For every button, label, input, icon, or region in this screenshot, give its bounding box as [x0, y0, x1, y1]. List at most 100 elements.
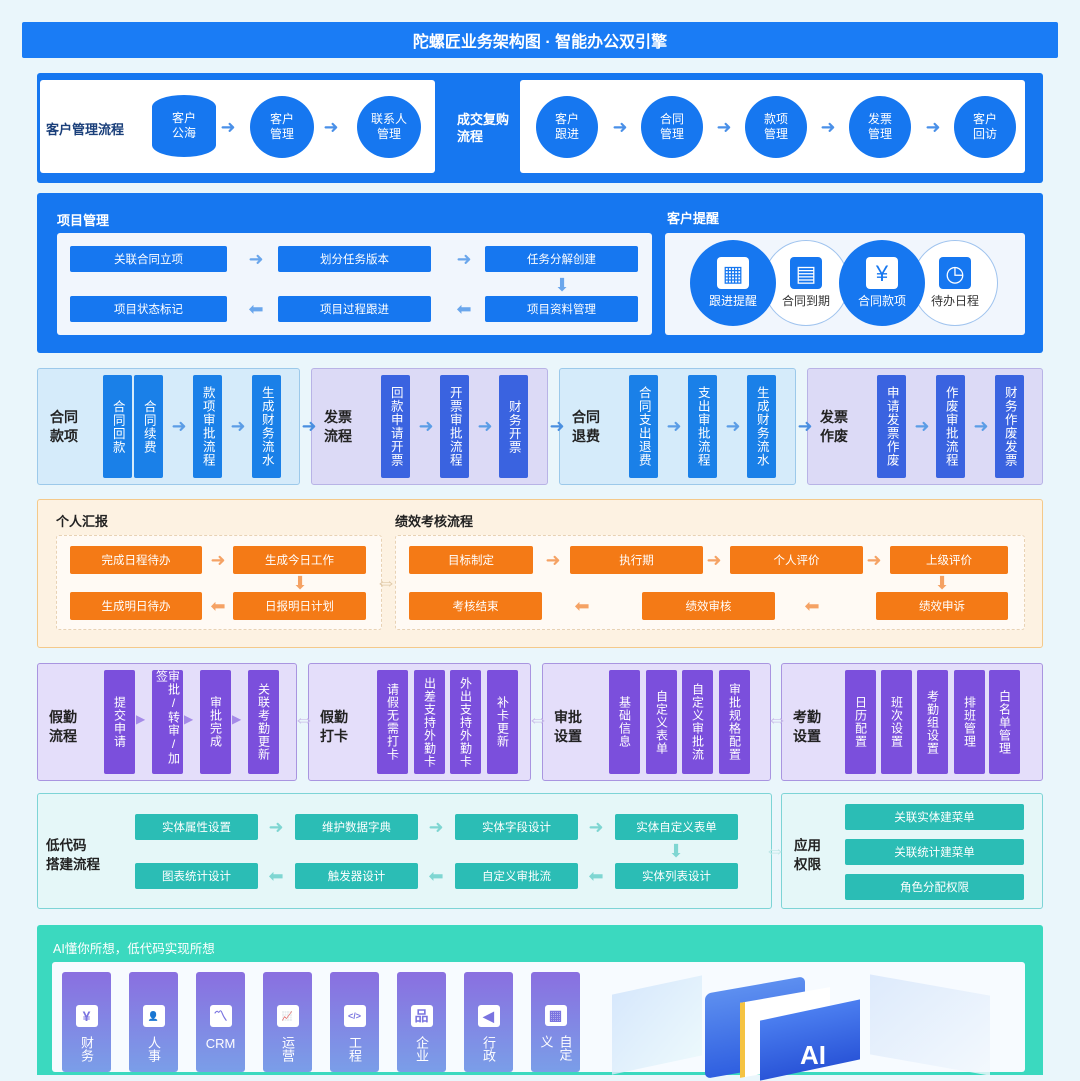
yen-icon: ¥ — [866, 257, 898, 289]
arrow-icon: ➜ — [210, 550, 226, 570]
arrow-icon: ➜ — [666, 416, 682, 436]
arrow-icon: ➜ — [725, 416, 741, 436]
report-step: 完成日程待办 — [70, 546, 202, 574]
finance-step: 财务作废发票 — [995, 375, 1024, 478]
permission-item: 角色分配权限 — [845, 874, 1024, 900]
attendance-step: 审批/转审/加签 — [152, 670, 183, 774]
arrow-icon: ➜ — [820, 117, 836, 137]
arrow-icon: ⬇ — [668, 841, 684, 861]
lowcode-section — [37, 793, 772, 909]
arrow-icon: ➜ — [248, 249, 264, 269]
ai-illustration-text: AI — [800, 1040, 826, 1070]
arrow-icon: ➜ — [268, 817, 284, 837]
arrow-icon: ➜ — [230, 416, 246, 436]
customer-flow-step: 客户 管理 — [250, 96, 314, 158]
arrow-icon: ➜ — [973, 416, 989, 436]
attendance-group-label: 审批 设置 — [554, 709, 582, 744]
bidirectional-arrow-icon: ⇔ — [375, 569, 397, 594]
attendance-step: 审批完成 — [200, 670, 231, 774]
finance-group-label: 合同 退费 — [572, 409, 600, 444]
arrow-icon: ⬅ — [428, 866, 444, 886]
presentation-icon: 📈 — [276, 1005, 299, 1027]
reminder-item-label: 合同款项 — [857, 294, 906, 308]
finance-group-label: 发票 流程 — [324, 409, 352, 444]
ai-app-tile[interactable]: 📈 运营 — [263, 972, 312, 1072]
attendance-group-label: 假勤 流程 — [49, 709, 77, 744]
ai-app-tile[interactable]: ▦ 自定义 — [531, 972, 580, 1072]
arrow-icon: ➜ — [612, 117, 628, 137]
performance-label: 绩效考核流程 — [395, 514, 474, 529]
reminder-item-label: 合同到期 — [781, 294, 830, 308]
ai-app-label: 工程 — [347, 1036, 362, 1062]
attendance-step: 审批规格配置 — [719, 670, 750, 774]
attendance-step: 班次设置 — [881, 670, 912, 774]
arrow-icon: ⬅ — [804, 596, 820, 616]
performance-step: 上级评价 — [890, 546, 1008, 574]
bidirectional-arrow-icon: ⇔ — [764, 837, 786, 862]
ai-app-label: 人事 — [146, 1036, 161, 1062]
document-icon: ▤ — [790, 257, 822, 289]
code-monitor-icon: </> — [343, 1005, 366, 1027]
deal-flow-step: 发票 管理 — [849, 96, 911, 158]
report-label: 个人汇报 — [56, 514, 109, 529]
project-step: 项目资料管理 — [485, 296, 638, 322]
arrow-icon: ➜ — [428, 817, 444, 837]
ai-app-tile[interactable]: ¥ 财务 — [62, 972, 111, 1072]
permissions-label: 应用 权限 — [794, 838, 821, 872]
lowcode-step: 实体自定义表单 — [615, 814, 738, 840]
org-chart-icon: 品 — [410, 1005, 433, 1027]
project-step: 项目过程跟进 — [278, 296, 431, 322]
finance-step: 生成财务流水 — [747, 375, 776, 478]
deal-flow-step: 客户 跟进 — [536, 96, 598, 158]
attendance-step: 出差支持外勤卡 — [414, 670, 445, 774]
attendance-step: 提交申请 — [104, 670, 135, 774]
performance-step: 绩效审核 — [642, 592, 775, 620]
ai-app-tile[interactable]: 👤 人事 — [129, 972, 178, 1072]
arrow-icon: ⬅ — [588, 866, 604, 886]
lowcode-step: 图表统计设计 — [135, 863, 258, 889]
arrow-icon: ➜ — [456, 249, 472, 269]
report-step: 生成明日待办 — [70, 592, 202, 620]
attendance-group-label: 考勤 设置 — [793, 709, 821, 744]
ai-app-label: 自定义 — [538, 1034, 573, 1061]
finance-step: 款项审批流程 — [193, 375, 222, 478]
attendance-step: 请假无需打卡 — [377, 670, 408, 774]
attendance-step: 排班管理 — [954, 670, 985, 774]
attendance-step: 补卡更新 — [487, 670, 518, 774]
chevron-right-icon: ▶ — [136, 712, 146, 726]
arrow-icon: ➜ — [716, 117, 732, 137]
attendance-group-label: 假勤 打卡 — [320, 709, 348, 744]
report-step: 生成今日工作 — [233, 546, 366, 574]
group-arrow-icon: ➜ — [549, 416, 565, 436]
ai-app-tile[interactable]: </> 工程 — [330, 972, 379, 1072]
arrow-icon: ➜ — [545, 550, 561, 570]
attendance-step: 自定义审批流 — [682, 670, 713, 774]
project-label: 项目管理 — [57, 213, 110, 228]
lowcode-step: 实体属性设置 — [135, 814, 258, 840]
project-step: 划分任务版本 — [278, 246, 431, 272]
deal-flow-step: 合同 管理 — [641, 96, 703, 158]
ai-label: AI懂你所想，低代码实现所想 — [53, 942, 215, 956]
chevron-right-icon: ▶ — [232, 712, 242, 726]
finance-group-label: 发票 作废 — [820, 409, 848, 444]
ai-app-tile[interactable]: ◀ 行政 — [464, 972, 513, 1072]
ai-app-tile[interactable]: 品企业 — [397, 972, 446, 1072]
reminder-label: 客户提醒 — [667, 211, 720, 226]
arrow-icon: ⬇ — [934, 573, 950, 593]
people-icon: 👤 — [142, 1005, 165, 1027]
arrow-icon: ➜ — [171, 416, 187, 436]
performance-step: 考核结束 — [409, 592, 542, 620]
grid-icon: ▦ — [544, 1005, 567, 1026]
arrow-icon: ⬅ — [456, 299, 472, 319]
ai-app-tile[interactable]: 〽 CRM — [196, 972, 245, 1072]
performance-step: 目标制定 — [409, 546, 533, 574]
performance-step: 执行期 — [570, 546, 703, 574]
reminder-item: ▦ 跟进提醒 — [690, 240, 776, 326]
schedule-clock-icon: ◷ — [939, 257, 971, 289]
arrow-icon: ⬅ — [248, 299, 264, 319]
arrow-icon: ➜ — [914, 416, 930, 436]
reminder-item-label: 待办日程 — [930, 294, 979, 308]
project-step: 关联合同立项 — [70, 246, 227, 272]
group-arrow-icon: ➜ — [301, 416, 317, 436]
arrow-icon: ➜ — [925, 117, 941, 137]
